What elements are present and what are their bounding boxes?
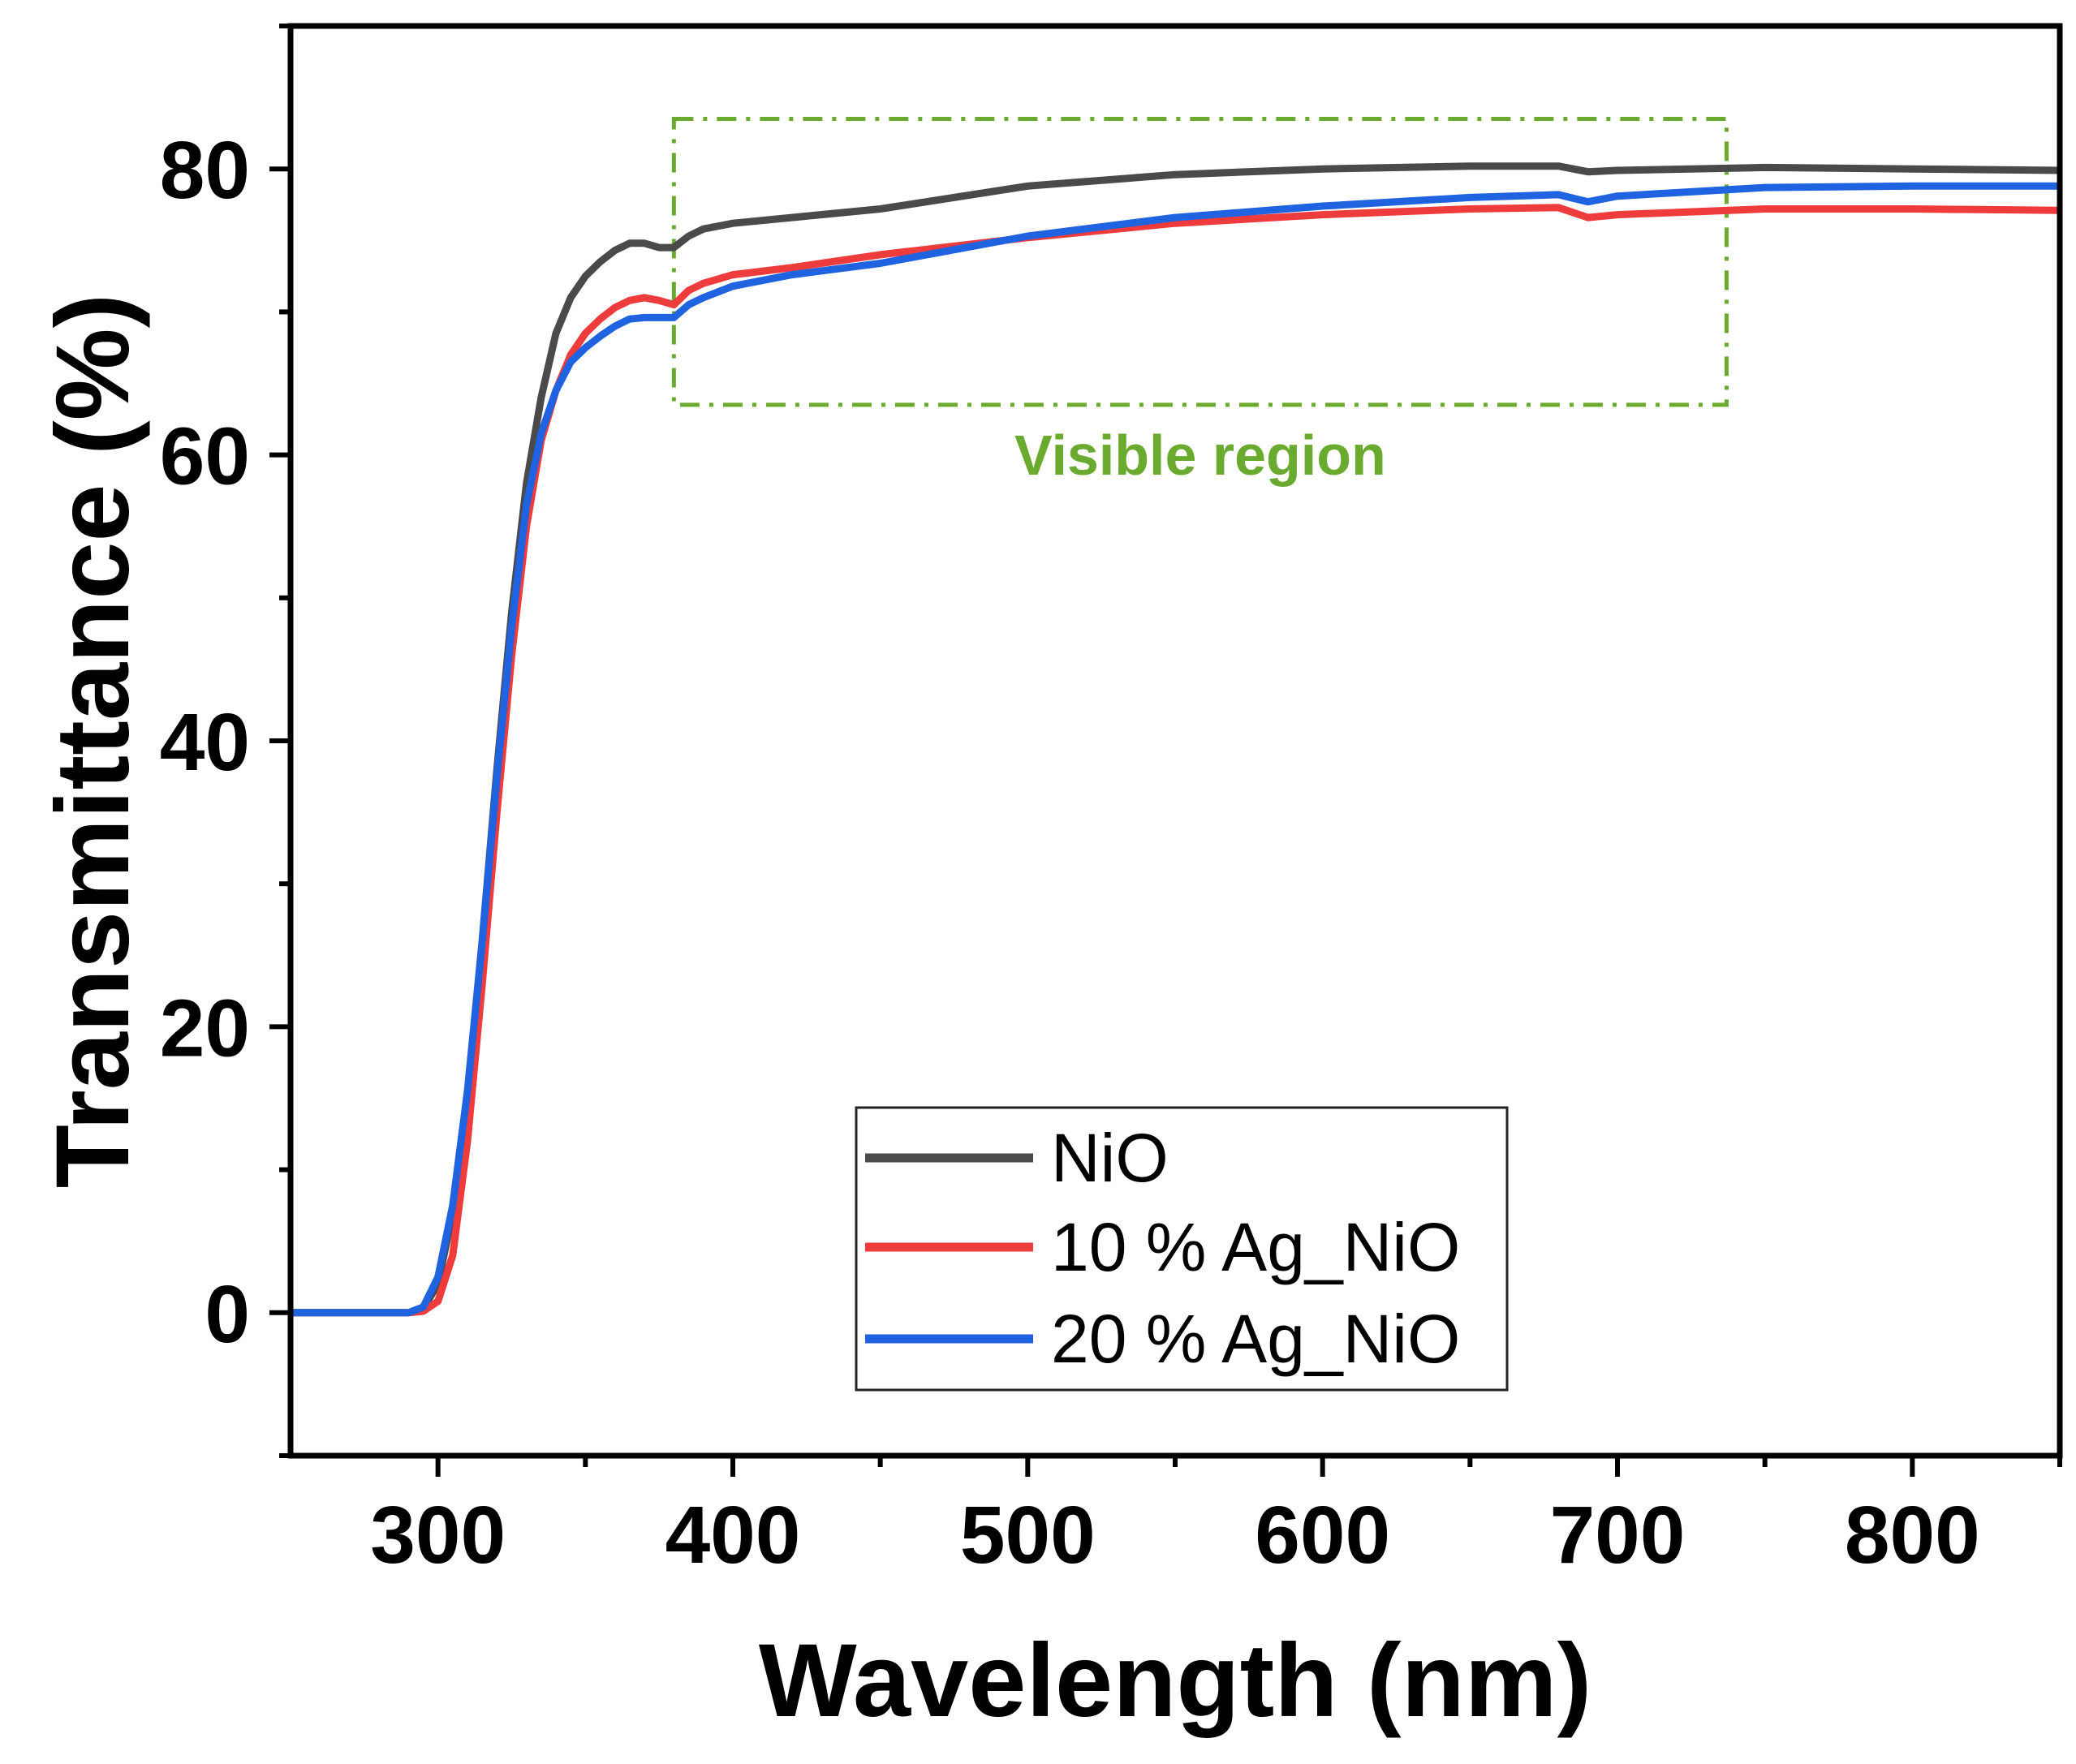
- series-layer: [291, 162, 2061, 1317]
- legend-label-10-ag-nio: 10 % Ag_NiO: [1051, 1209, 1460, 1285]
- legend-label-nio: NiO: [1051, 1120, 1169, 1196]
- x-tick-label: 700: [1550, 1490, 1686, 1581]
- series-line-10-ag-nio: [291, 204, 2061, 1317]
- x-tick-label: 800: [1845, 1490, 1980, 1581]
- series-line-20-ag-nio: [291, 182, 2060, 1317]
- y-tick-label: 80: [160, 125, 250, 216]
- visible-region-box: [671, 117, 1729, 407]
- legend-label-20-ag-nio: 20 % Ag_NiO: [1051, 1301, 1460, 1377]
- y-tick-label: 60: [160, 411, 250, 502]
- y-tick-labels: 0 20 40 60 80: [160, 125, 250, 1360]
- y-tick-label: 40: [160, 697, 250, 788]
- x-tick-labels: 300 400 500 600 700 800: [370, 1490, 1980, 1581]
- x-tick-label: 300: [370, 1490, 506, 1581]
- y-tick-label: 0: [205, 1269, 250, 1360]
- y-axis-title: Transmittance (%): [35, 294, 151, 1189]
- y-tick-label: 20: [160, 983, 250, 1073]
- axis-ticks: [269, 24, 2062, 1477]
- x-tick-label: 400: [665, 1490, 801, 1581]
- visible-region-annotation: Visible region: [671, 117, 1729, 487]
- x-tick-label: 600: [1255, 1490, 1390, 1581]
- visible-region-label: Visible region: [1014, 424, 1386, 487]
- x-tick-label: 500: [960, 1490, 1096, 1581]
- legend: NiO 10 % Ag_NiO 20 % Ag_NiO: [855, 1106, 1509, 1392]
- x-axis-title: Wavelength (nm): [759, 1623, 1591, 1739]
